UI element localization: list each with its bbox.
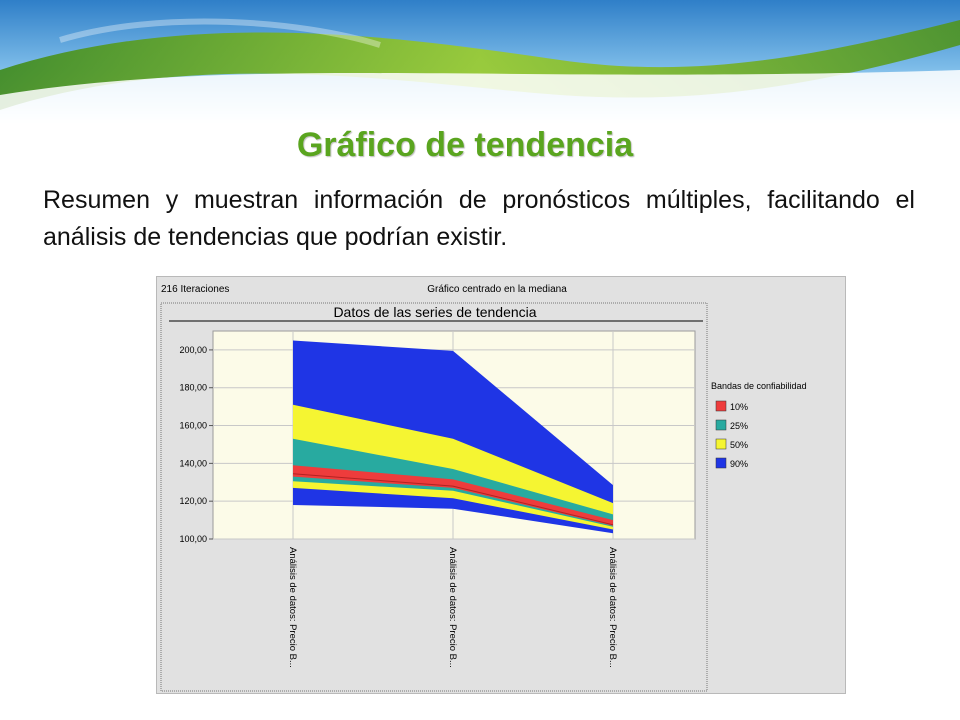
legend-label: 25% bbox=[730, 421, 748, 431]
x-category-label: Análisis de datos: Precio B... bbox=[447, 547, 458, 668]
y-tick-label: 120,00 bbox=[179, 496, 207, 506]
legend-title: Bandas de confiabilidad bbox=[711, 381, 807, 391]
chart-title: Datos de las series de tendencia bbox=[333, 304, 536, 320]
x-category-label: Análisis de datos: Precio B... bbox=[607, 547, 618, 668]
y-tick-label: 160,00 bbox=[179, 421, 207, 431]
y-tick-label: 200,00 bbox=[179, 345, 207, 355]
slide-body-text: Resumen y muestran información de pronós… bbox=[43, 186, 915, 251]
y-tick-label: 180,00 bbox=[179, 383, 207, 393]
chart-frame bbox=[160, 302, 708, 692]
confidence-bands bbox=[292, 340, 614, 534]
legend-label: 90% bbox=[730, 459, 748, 469]
chart-window: 216 Iteraciones Gráfico centrado en la m… bbox=[156, 276, 846, 694]
legend-swatch-90pct bbox=[715, 457, 727, 469]
y-tick-label: 100,00 bbox=[179, 534, 207, 544]
y-axis: 100,00 120,00 140,00 160,00 180,00 200,00 bbox=[179, 345, 213, 544]
y-tick-label: 140,00 bbox=[179, 458, 207, 468]
legend-label: 10% bbox=[730, 402, 748, 412]
x-category-label: Análisis de datos: Precio B... bbox=[287, 547, 298, 668]
legend: Bandas de confiabilidad 10% 25% 50% 90% bbox=[711, 381, 807, 469]
iterations-label: 216 Iteraciones bbox=[161, 284, 229, 295]
trend-chart: 216 Iteraciones Gráfico centrado en la m… bbox=[160, 284, 807, 692]
median-line bbox=[292, 473, 614, 526]
legend-swatch-50pct bbox=[715, 438, 727, 450]
legend-label: 50% bbox=[730, 440, 748, 450]
centering-label: Gráfico centrado en la mediana bbox=[427, 284, 567, 295]
slide-title: Gráfico de tendencia bbox=[296, 126, 634, 164]
legend-swatch-25pct bbox=[715, 419, 727, 431]
legend-swatch-10pct bbox=[715, 400, 727, 412]
header-banner bbox=[0, 0, 960, 125]
x-axis: Análisis de datos: Precio B... Análisis d… bbox=[287, 547, 618, 668]
